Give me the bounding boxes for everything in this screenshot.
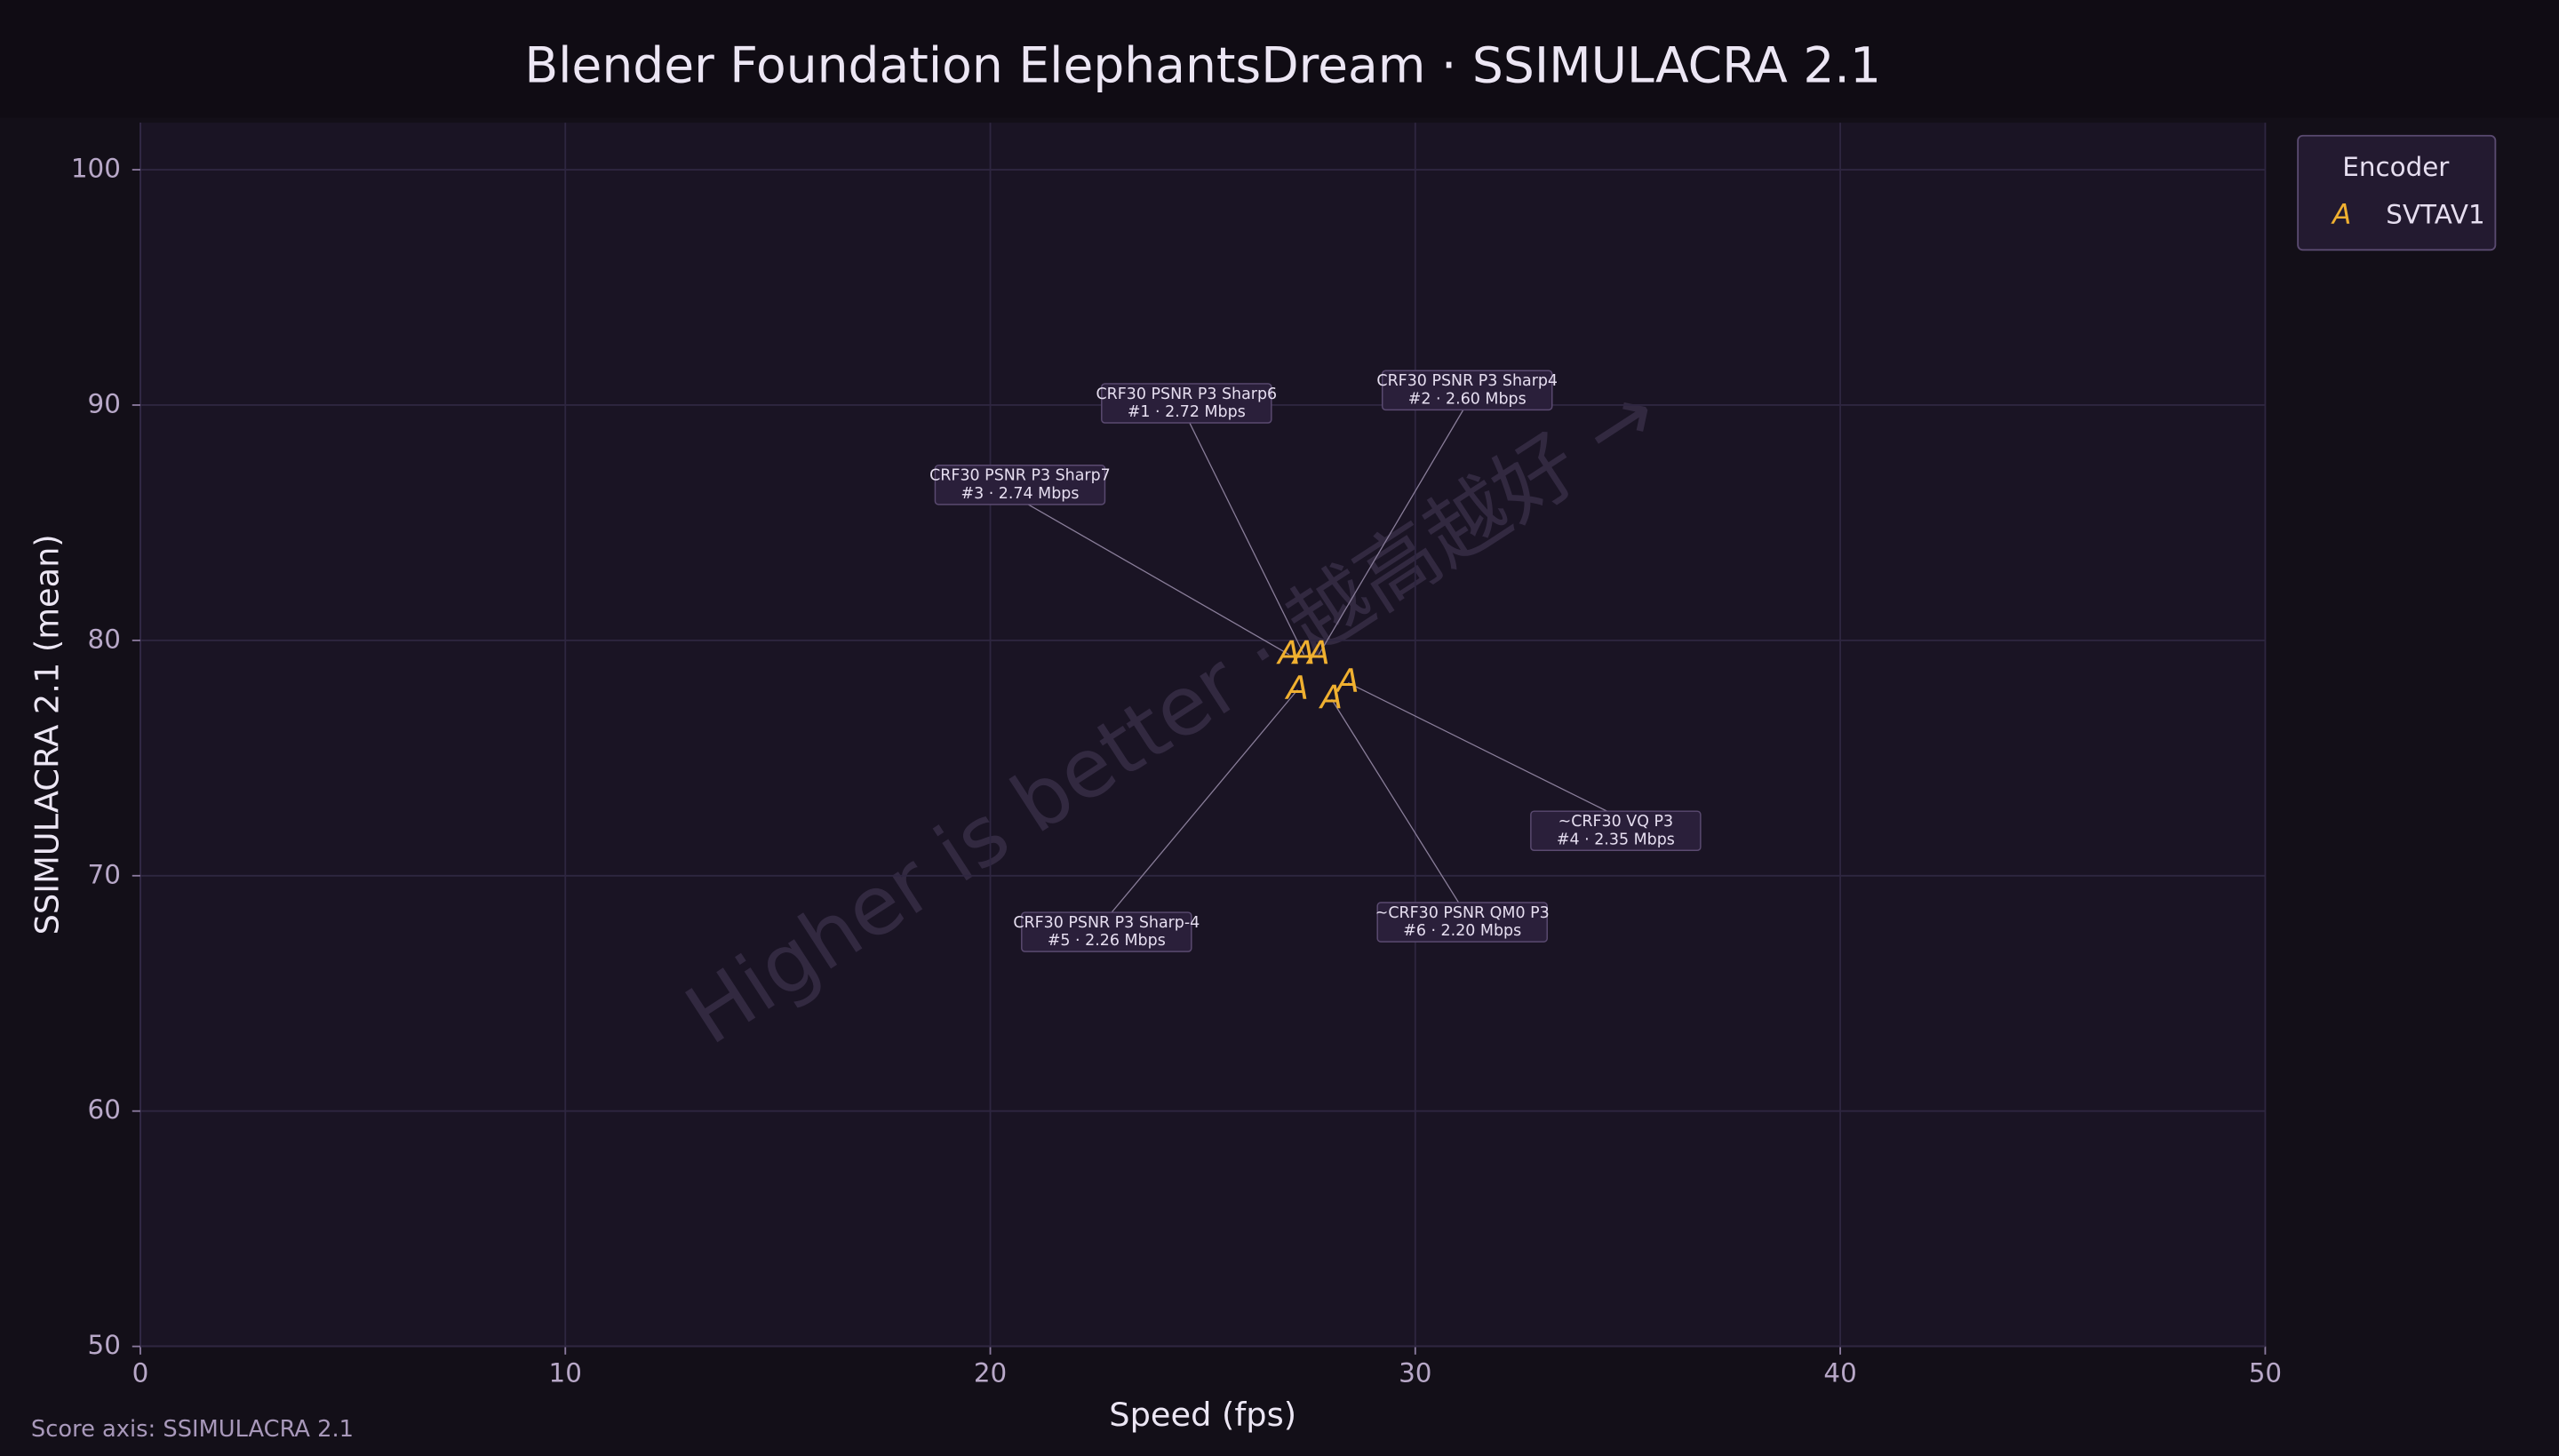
- point-label: #2 · 2.60 Mbps: [1408, 390, 1527, 408]
- point-label: #4 · 2.35 Mbps: [1557, 831, 1675, 848]
- point-label: #1 · 2.72 Mbps: [1128, 403, 1246, 421]
- marker: A: [1319, 679, 1343, 717]
- header: [0, 0, 2559, 118]
- x-axis-label: Speed (fps): [1109, 1396, 1296, 1434]
- footnote: Score axis: SSIMULACRA 2.1: [31, 1416, 354, 1443]
- x-tick-label: 30: [1399, 1357, 1431, 1388]
- leader-line: [1347, 681, 1611, 814]
- label-box: [934, 465, 1106, 505]
- y-axis-label: SSIMULACRA 2.1 (mean): [28, 534, 67, 935]
- y-tick-label: 70: [88, 859, 121, 889]
- point-label: CRF30 PSNR P3 Sharp-4: [1013, 914, 1200, 932]
- marker: A: [1306, 633, 1330, 672]
- point-label: CRF30 PSNR P3 Sharp7: [929, 467, 1111, 485]
- leader-line: [1331, 698, 1461, 905]
- legend-title: Encoder: [2342, 152, 2450, 182]
- point-label: ~CRF30 VQ P3: [1559, 813, 1673, 831]
- leader-line: [1024, 502, 1290, 656]
- point-label: #3 · 2.74 Mbps: [961, 485, 1079, 503]
- x-tick-label: 50: [2249, 1357, 2282, 1388]
- marker: A: [1285, 669, 1309, 707]
- point-label: CRF30 PSNR P3 Sharp4: [1376, 372, 1558, 390]
- y-tick-label: 90: [88, 388, 121, 418]
- label-box: [1381, 370, 1553, 411]
- label-box: [1376, 902, 1548, 943]
- leader-line: [1318, 408, 1465, 656]
- label-box: [1530, 810, 1702, 851]
- point-label: #5 · 2.26 Mbps: [1048, 932, 1166, 950]
- x-tick-label: 10: [549, 1357, 582, 1388]
- plot-area: [140, 123, 2266, 1347]
- x-tick-label: 40: [1823, 1357, 1856, 1388]
- x-tick-label: 20: [974, 1357, 1007, 1388]
- y-tick-label: 80: [88, 624, 121, 654]
- leader-line: [1188, 420, 1305, 656]
- legend-box: [2297, 134, 2497, 251]
- leader-line: [1110, 689, 1298, 915]
- point-label: ~CRF30 PSNR QM0 P3: [1375, 904, 1550, 922]
- label-box: [1021, 911, 1192, 952]
- legend-marker: A: [2331, 199, 2351, 231]
- marker: A: [1335, 662, 1359, 700]
- y-tick-label: 100: [71, 154, 121, 184]
- point-label: #6 · 2.20 Mbps: [1403, 922, 1521, 940]
- x-tick-label: 0: [132, 1357, 149, 1388]
- label-box: [1101, 383, 1272, 424]
- y-tick-label: 50: [88, 1330, 121, 1360]
- marker: A: [1276, 633, 1300, 672]
- y-tick-label: 60: [88, 1094, 121, 1125]
- legend-label: SVTAV1: [2386, 199, 2484, 229]
- point-label: CRF30 PSNR P3 Sharp6: [1096, 386, 1277, 403]
- marker: A: [1291, 633, 1315, 672]
- chart-title: Blender Foundation ElephantsDream · SSIM…: [524, 37, 1881, 94]
